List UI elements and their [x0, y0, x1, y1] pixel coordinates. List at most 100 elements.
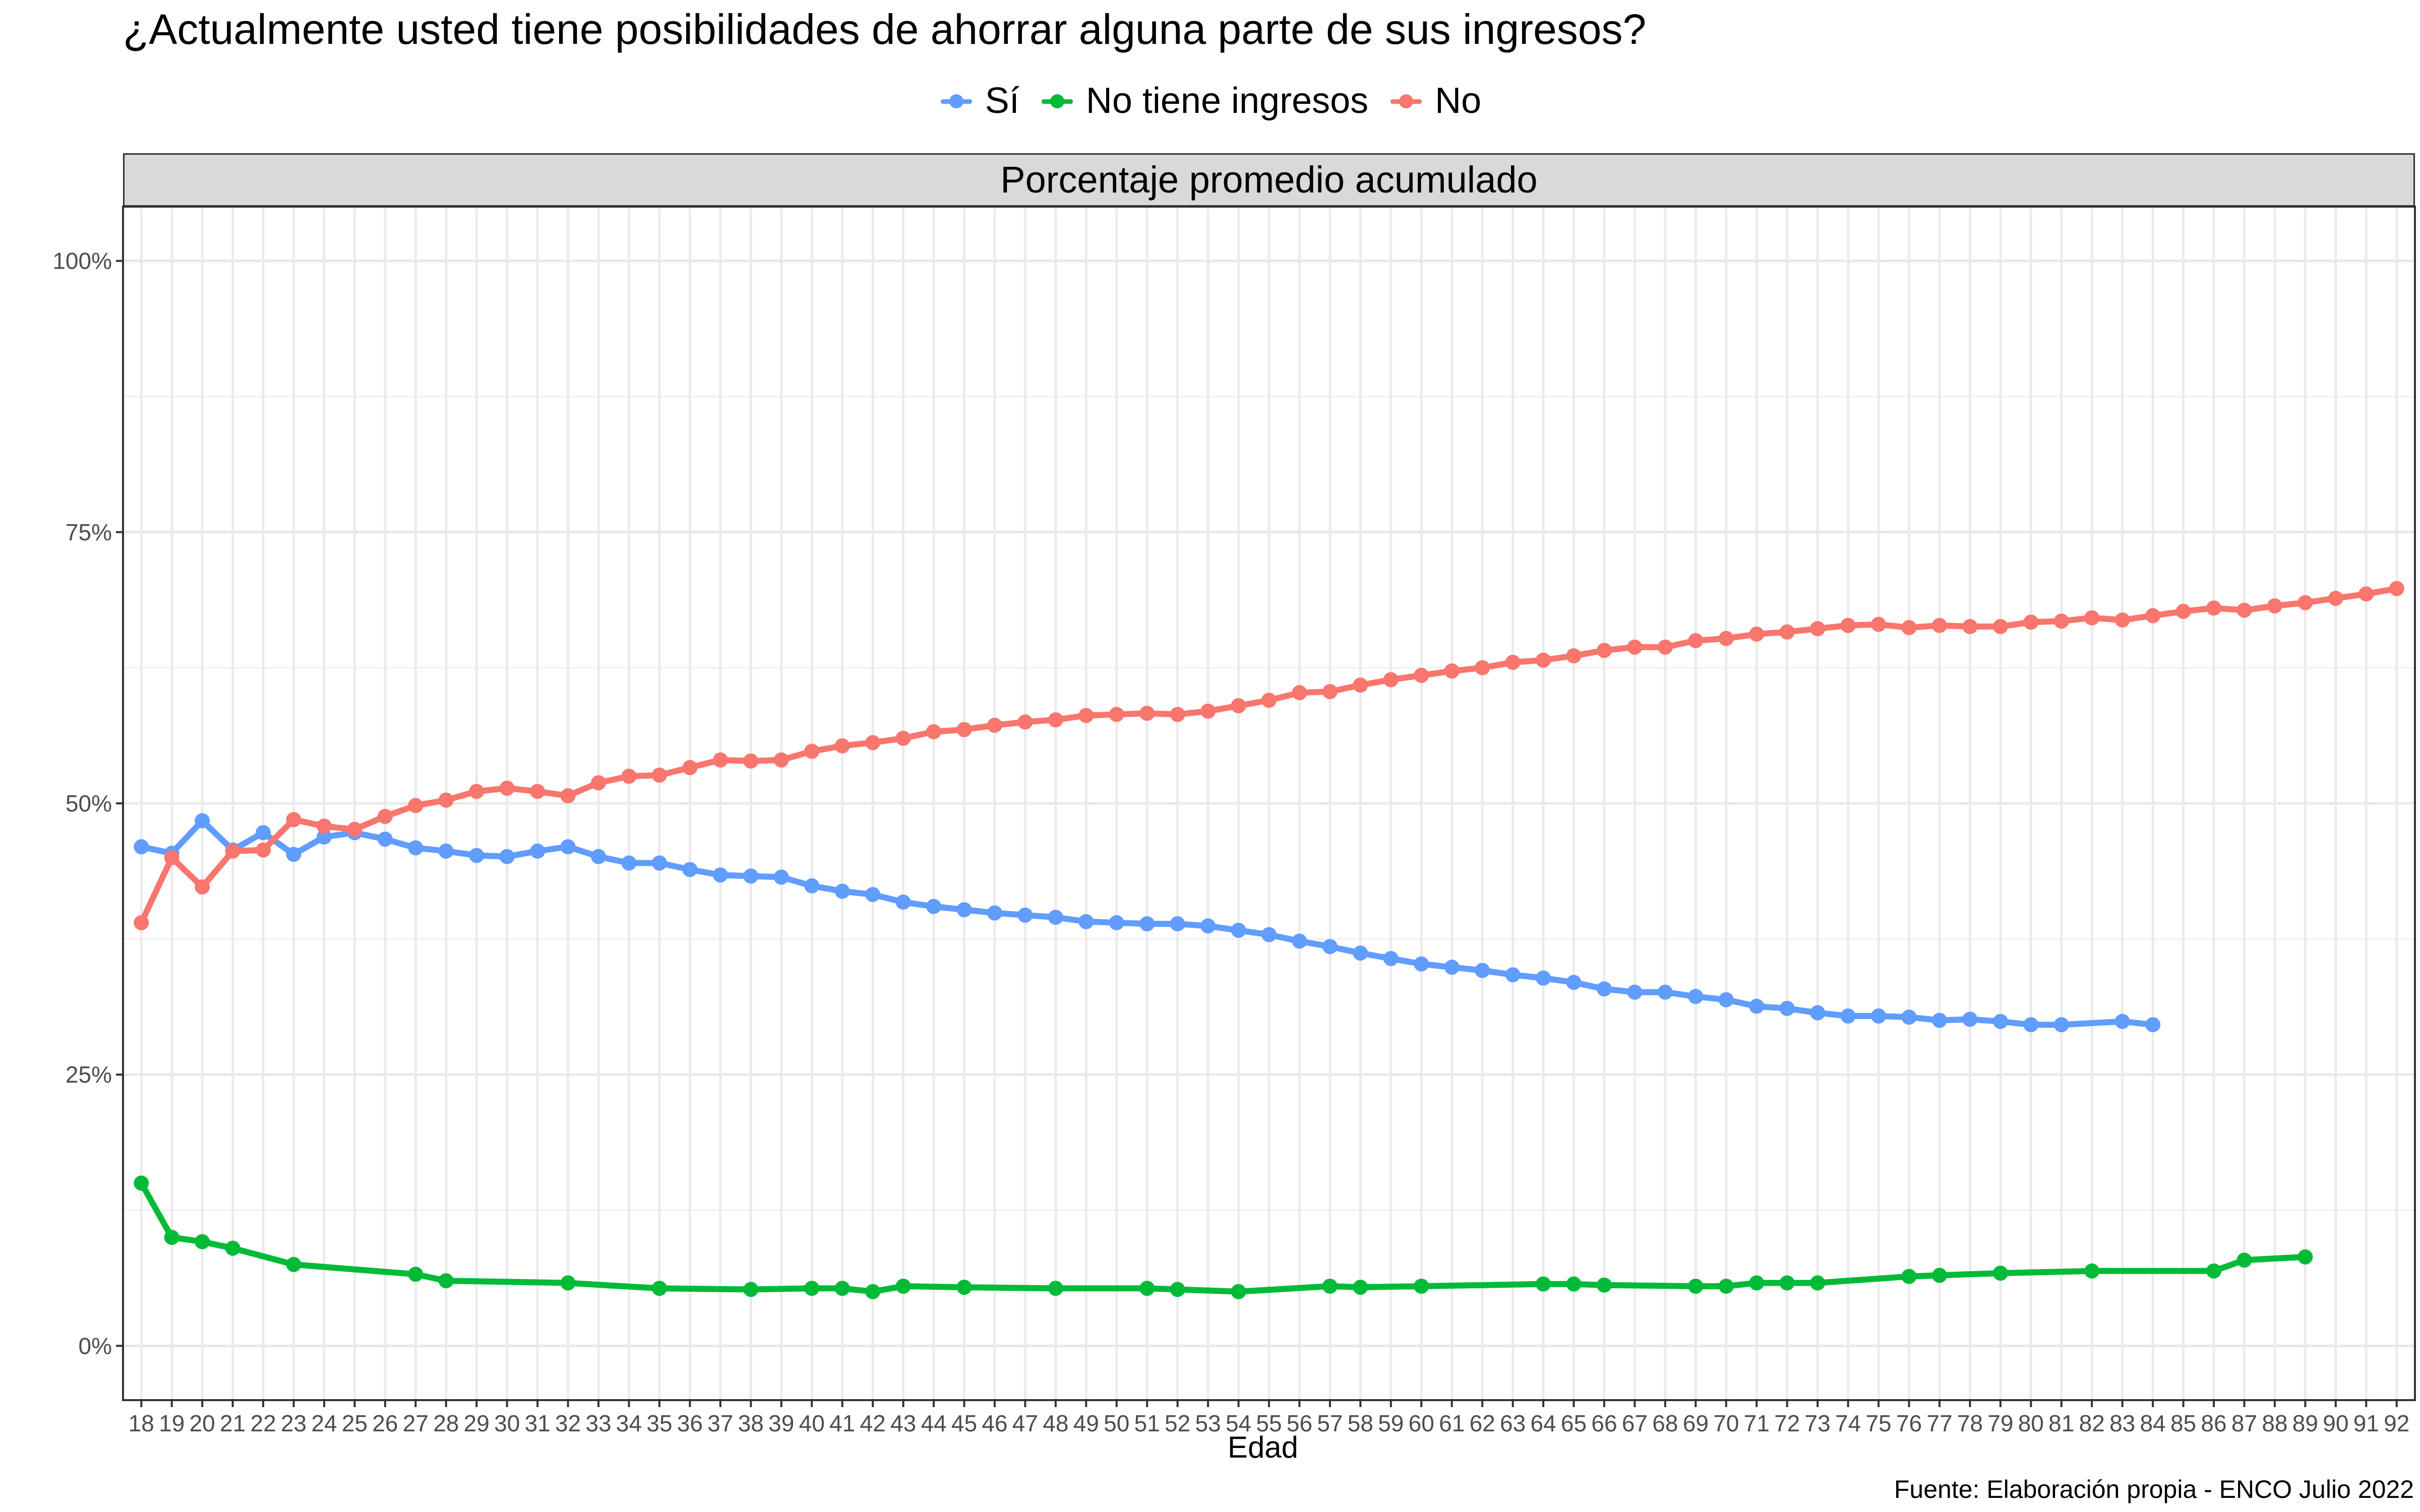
x-tick-label: 66 [1591, 1410, 1617, 1436]
data-point [1992, 619, 2008, 635]
data-point [1566, 648, 1582, 664]
x-tick-label: 51 [1134, 1410, 1160, 1436]
data-point [1657, 984, 1673, 1000]
data-point [1170, 1282, 1185, 1297]
data-point [347, 822, 362, 837]
data-point [164, 850, 179, 865]
legend-item: Sí [939, 83, 1019, 119]
data-point [1444, 663, 1460, 679]
data-point [2023, 1017, 2039, 1033]
x-tick-label: 76 [1896, 1410, 1922, 1436]
data-point [621, 769, 637, 784]
data-point [804, 878, 820, 894]
data-point [195, 813, 210, 829]
data-point [1383, 672, 1399, 687]
data-point [1901, 620, 1917, 636]
x-tick-label: 41 [829, 1410, 855, 1436]
data-point [560, 839, 576, 855]
x-tick-label: 29 [464, 1410, 490, 1436]
data-point [987, 905, 1002, 921]
x-tick-label: 69 [1683, 1410, 1709, 1436]
data-point [134, 839, 149, 855]
data-point [1901, 1010, 1917, 1025]
data-point [286, 812, 301, 828]
data-point [438, 843, 454, 859]
data-point [1931, 1268, 1947, 1283]
data-point [316, 818, 332, 834]
legend-key [939, 91, 974, 111]
x-tick-label: 88 [2262, 1410, 2287, 1436]
x-tick-label: 84 [2140, 1410, 2166, 1436]
data-point [1475, 963, 1490, 978]
x-tick-label: 33 [585, 1410, 611, 1436]
data-point [1688, 989, 1704, 1004]
data-point [804, 1281, 820, 1296]
data-point [2236, 602, 2252, 618]
data-point [1718, 631, 1734, 646]
data-point [712, 867, 728, 883]
data-point [743, 868, 759, 884]
x-tick-label: 27 [403, 1410, 429, 1436]
data-point [1414, 956, 1429, 972]
data-point [164, 1230, 179, 1245]
series-2 [134, 581, 2404, 930]
data-point [804, 743, 820, 759]
x-tick-label: 72 [1774, 1410, 1800, 1436]
data-point [1322, 939, 1338, 955]
data-point [2114, 612, 2130, 628]
data-point [1627, 640, 1643, 655]
x-tick-label: 45 [951, 1410, 977, 1436]
data-point [2023, 614, 2039, 630]
data-point [1292, 685, 1307, 701]
x-tick-label: 34 [616, 1410, 642, 1436]
x-tick-label: 85 [2170, 1410, 2196, 1436]
x-tick-label: 47 [1012, 1410, 1038, 1436]
data-point [1536, 970, 1551, 986]
data-point [1992, 1266, 2008, 1281]
x-tick-label: 36 [677, 1410, 703, 1436]
data-point [530, 784, 546, 799]
data-point [1962, 1012, 1978, 1027]
data-point [256, 825, 271, 841]
data-point [956, 1280, 972, 1295]
data-point [1596, 981, 1612, 997]
data-point [926, 899, 942, 914]
legend-item: No tiene ingresos [1040, 83, 1368, 119]
data-point [2206, 600, 2222, 616]
data-point [2145, 1017, 2161, 1033]
facet-strip: Porcentaje promedio acumulado [123, 153, 2415, 207]
data-point [2297, 595, 2313, 610]
x-tick-label: 73 [1805, 1410, 1831, 1436]
x-tick-label: 21 [220, 1410, 246, 1436]
data-point [2297, 1249, 2313, 1265]
data-point [1627, 984, 1643, 1000]
x-tick-label: 67 [1622, 1410, 1648, 1436]
x-tick-label: 55 [1256, 1410, 1282, 1436]
x-tick-label: 87 [2231, 1410, 2257, 1436]
data-point [895, 894, 911, 910]
data-point [1414, 667, 1429, 683]
data-point [682, 760, 698, 775]
data-point [1383, 951, 1399, 966]
x-tick-label: 48 [1043, 1410, 1068, 1436]
x-tick-label: 49 [1073, 1410, 1099, 1436]
data-point [1779, 1275, 1795, 1291]
data-point [1231, 922, 1246, 938]
data-point [2114, 1014, 2130, 1029]
data-point [256, 842, 271, 858]
data-point [1536, 652, 1551, 668]
x-tick-label: 74 [1835, 1410, 1861, 1436]
data-point [1871, 616, 1887, 632]
data-point [1688, 1278, 1704, 1294]
x-tick-label: 64 [1530, 1410, 1556, 1436]
data-point [1840, 1008, 1856, 1024]
x-tick-label: 89 [2292, 1410, 2318, 1436]
data-point [1657, 640, 1673, 655]
data-point [743, 1282, 759, 1297]
data-point [195, 879, 210, 895]
data-point [499, 849, 515, 864]
data-point [1505, 967, 1521, 983]
data-point [530, 843, 546, 859]
x-tick-label: 53 [1195, 1410, 1221, 1436]
x-tick-label: 86 [2201, 1410, 2226, 1436]
